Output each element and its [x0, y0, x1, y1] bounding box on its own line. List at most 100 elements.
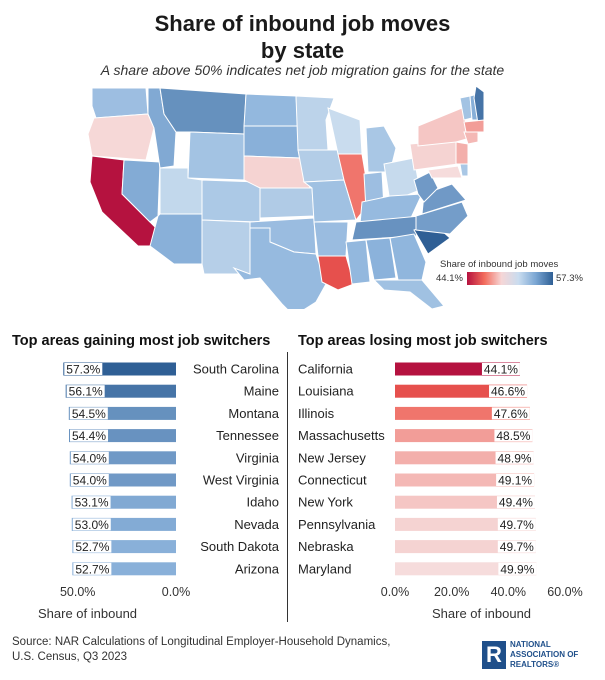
- gaining-x-tick: 50.0%: [60, 585, 95, 599]
- state-ks: [259, 187, 315, 219]
- gaining-category-label: South Dakota: [200, 539, 280, 554]
- nar-logo-text: NATIONAL ASSOCIATION OF REALTORS®: [510, 640, 602, 670]
- source-line2: U.S. Census, Q3 2023: [12, 651, 128, 663]
- source-note: Source: NAR Calculations of Longitudinal…: [12, 635, 442, 665]
- state-wi: [327, 107, 363, 155]
- state-sd: [243, 125, 301, 159]
- losing-section-title: Top areas losing most job switchers: [298, 333, 548, 349]
- losing-value-label-bg: [498, 562, 537, 575]
- state-tn: [351, 215, 421, 241]
- gaining-value-label: 53.1%: [75, 496, 109, 510]
- source-line1: Source: NAR Calculations of Longitudinal…: [12, 636, 391, 648]
- legend-color-bar: [467, 272, 553, 285]
- losing-x-tick: 60.0%: [547, 585, 582, 599]
- state-or: [87, 113, 155, 161]
- gaining-value-label: 52.7%: [75, 540, 109, 554]
- chart-title-line1: Share of inbound job moves: [154, 11, 451, 36]
- state-az: [149, 213, 203, 265]
- logo-line3: REALTORS®: [510, 660, 560, 669]
- state-ct: [463, 131, 479, 145]
- gaining-category-label: Tennessee: [216, 428, 279, 443]
- state-wy: [187, 131, 245, 181]
- gaining-value-label-bg: [69, 407, 108, 420]
- gaining-value-label-bg: [72, 496, 111, 509]
- chart-title: Share of inbound job moves by state: [0, 10, 605, 64]
- losing-category-label: Louisiana: [298, 384, 354, 399]
- gaining-value-label-bg: [73, 562, 112, 575]
- state-ar: [313, 221, 349, 257]
- gaining-value-label-bg: [73, 540, 112, 553]
- gaining-section-title: Top areas gaining most job switchers: [12, 333, 271, 349]
- losing-category-label: New York: [298, 495, 353, 510]
- gaining-x-axis-title: Share of inbound: [38, 606, 138, 621]
- gaining-category-label: Nevada: [234, 517, 280, 532]
- logo-line1: NATIONAL: [510, 640, 551, 649]
- state-al: [365, 237, 397, 281]
- losing-value-label: 48.5%: [496, 429, 530, 443]
- gaining-value-label-bg: [70, 429, 109, 442]
- losing-value-label: 46.6%: [491, 385, 525, 399]
- losing-category-label: Connecticut: [298, 473, 367, 488]
- state-ky: [359, 193, 423, 225]
- losing-value-label-bg: [497, 540, 536, 553]
- state-wa: [91, 87, 149, 119]
- state-ia: [297, 149, 345, 183]
- gaining-value-label: 56.1%: [69, 385, 103, 399]
- gaining-value-label: 54.0%: [73, 451, 107, 465]
- losing-category-label: Illinois: [298, 406, 335, 421]
- us-choropleth-map: [87, 85, 484, 309]
- gaining-value-label-bg: [66, 385, 105, 398]
- state-mi: [365, 125, 397, 173]
- losing-value-label: 49.9%: [500, 562, 534, 576]
- gaining-category-label: West Virginia: [203, 473, 280, 488]
- losing-value-label-bg: [495, 451, 534, 464]
- gaining-value-label-bg: [72, 518, 111, 531]
- state-mn: [295, 95, 335, 151]
- losing-category-label: Maryland: [298, 561, 351, 576]
- bar-charts: 57.3% South Carolina 56.1% Maine 54.5% Montan…: [60, 362, 583, 600]
- panel-divider: [287, 352, 288, 622]
- state-ms: [345, 239, 371, 285]
- losing-value-label: 44.1%: [484, 363, 518, 377]
- state-co: [201, 179, 261, 223]
- losing-x-tick: 20.0%: [434, 585, 469, 599]
- gaining-value-label: 54.4%: [72, 429, 106, 443]
- state-ga: [389, 233, 427, 281]
- losing-x-tick: 0.0%: [381, 585, 410, 599]
- nar-logo-icon: R: [482, 641, 506, 669]
- state-tx: [232, 227, 327, 309]
- losing-value-label-bg: [494, 429, 533, 442]
- chart-subtitle: A share above 50% indicates net job migr…: [100, 62, 505, 78]
- state-wv: [413, 171, 439, 203]
- losing-value-label-bg: [481, 363, 520, 375]
- gaining-category-label: Idaho: [246, 495, 279, 510]
- chart-title-line2: by state: [260, 38, 345, 63]
- losing-value-label-bg: [497, 518, 536, 531]
- losing-category-label: Massachusetts: [298, 428, 385, 443]
- gaining-category-label: South Carolina: [193, 362, 280, 377]
- state-nc: [415, 201, 469, 235]
- state-nd: [243, 93, 299, 127]
- gaining-value-label: 57.3%: [66, 363, 100, 377]
- losing-category-label: Nebraska: [298, 539, 354, 554]
- state-la: [317, 255, 355, 291]
- losing-value-label-bg: [491, 407, 530, 420]
- losing-value-label: 49.7%: [500, 540, 534, 554]
- state-ma: [463, 119, 484, 133]
- state-de: [459, 163, 469, 177]
- losing-value-label-bg: [489, 385, 528, 398]
- losing-value-label: 48.9%: [498, 451, 532, 465]
- gaining-category-label: Maine: [244, 384, 279, 399]
- losing-x-tick: 40.0%: [491, 585, 526, 599]
- state-ny: [417, 107, 471, 147]
- legend-max-label: 57.3%: [556, 273, 583, 284]
- losing-value-label-bg: [496, 496, 535, 509]
- gaining-value-label-bg: [70, 451, 109, 464]
- logo-line2: ASSOCIATION OF: [510, 650, 579, 659]
- gaining-value-label-bg: [70, 474, 109, 486]
- state-nm: [201, 219, 251, 275]
- state-mo: [302, 179, 357, 223]
- gaining-category-label: Virginia: [236, 450, 280, 465]
- gaining-value-label: 53.0%: [75, 518, 109, 532]
- state-mt: [159, 87, 247, 135]
